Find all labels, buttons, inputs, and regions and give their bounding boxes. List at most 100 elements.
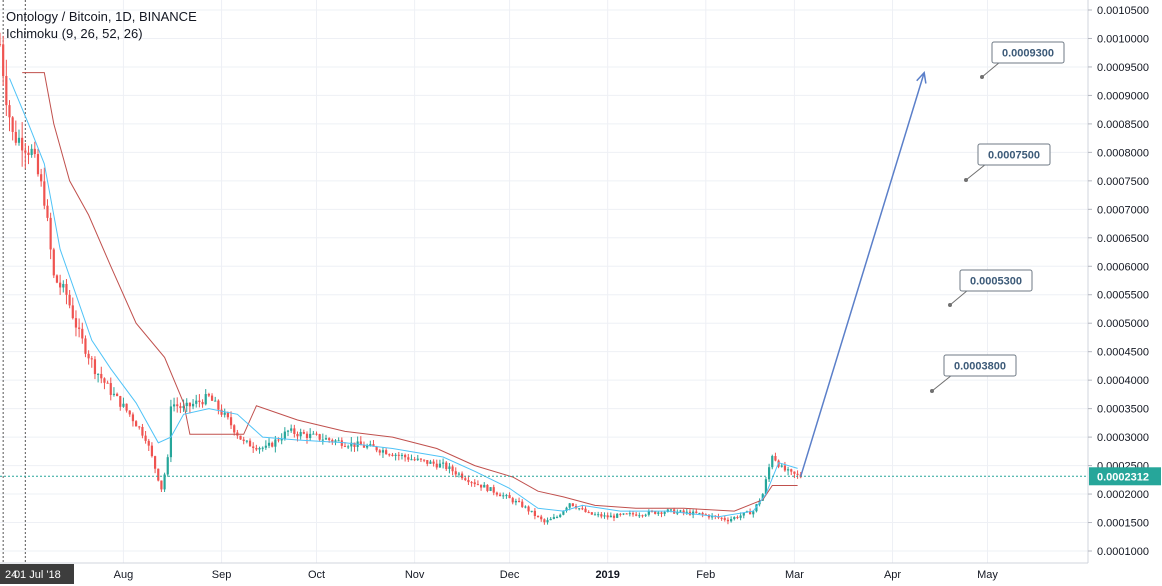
current-price-tag: 0.0002312	[1089, 467, 1161, 486]
y-tick-label: 0.0008500	[1097, 119, 1149, 131]
y-tick-label: 0.0004500	[1097, 347, 1149, 359]
candle-body	[328, 438, 331, 440]
candle-body	[163, 474, 166, 490]
candle-body	[492, 487, 495, 493]
candle-body	[315, 433, 318, 435]
candle-body	[122, 403, 125, 407]
target-callout[interactable]: 0.0007500	[964, 143, 1051, 182]
candle-body	[600, 514, 603, 517]
plot-background	[0, 0, 1088, 563]
candle-body	[445, 462, 448, 470]
candle-body	[81, 328, 84, 339]
candle-body	[141, 426, 144, 436]
candle-body	[565, 507, 568, 511]
date-tag-label: 01 Jul '18	[14, 569, 61, 581]
candle-body	[14, 131, 17, 143]
candle-body	[103, 378, 106, 383]
candle-body	[752, 511, 755, 515]
target-callout[interactable]: 0.0003800	[930, 354, 1017, 393]
candle-body	[233, 425, 236, 433]
x-tick-label: Nov	[405, 569, 425, 581]
target-callouts[interactable]: 0.0009300 0.0007500 0.0005300 0.0003800	[930, 41, 1065, 393]
projection-arrow[interactable]	[800, 72, 925, 477]
candle-body	[562, 510, 565, 515]
candle-body	[546, 520, 549, 523]
candle-body	[416, 458, 419, 460]
callout-pointer	[931, 374, 953, 392]
candle-body	[160, 480, 163, 490]
candle-body	[242, 439, 245, 442]
y-tick-label: 0.0008000	[1097, 147, 1149, 159]
callout-anchor	[980, 75, 984, 79]
candle-body	[150, 445, 154, 457]
candle-body	[429, 461, 432, 464]
candle-body	[476, 484, 480, 486]
candle-body	[204, 394, 207, 405]
candle-body	[726, 519, 730, 522]
candle-body	[36, 154, 40, 175]
candle-body	[87, 353, 90, 359]
y-tick-label: 0.0010500	[1097, 5, 1149, 17]
candle-body	[305, 433, 309, 438]
candle-body	[695, 511, 698, 513]
candle-body	[650, 511, 654, 513]
target-callout[interactable]: 0.0005300	[948, 269, 1033, 307]
candle-body	[631, 513, 635, 515]
callout-label: 0.0005300	[970, 276, 1022, 288]
candle-body	[635, 514, 638, 516]
callout-anchor	[964, 178, 968, 182]
candle-body	[11, 117, 14, 132]
candle-body	[464, 478, 467, 480]
candle-body	[347, 446, 350, 448]
candle-body	[780, 465, 783, 467]
candle-body	[179, 406, 182, 408]
price-tag-label: 0.0002312	[1097, 471, 1149, 483]
grid	[0, 0, 1088, 563]
candle-body	[467, 479, 470, 483]
candle-body	[435, 463, 438, 468]
callout-pointer	[965, 163, 987, 181]
candle-body	[543, 519, 546, 523]
candle-body	[21, 137, 24, 151]
candle-body	[261, 447, 264, 449]
callout-box	[977, 143, 1051, 166]
candle-body	[239, 435, 242, 440]
price-axis[interactable]: 0.0010500 0.0010000 0.0009500 0.0009000 0.00…	[1087, 0, 1149, 563]
candle-body	[442, 462, 445, 464]
candle-body	[331, 439, 334, 442]
target-callout[interactable]: 0.0009300	[980, 41, 1065, 79]
candle-body	[74, 318, 78, 328]
candle-body	[625, 513, 628, 515]
candle-body	[40, 174, 43, 182]
symbol-title[interactable]: Ontology / Bitcoin, 1D, BINANCE	[6, 9, 197, 24]
candle-body	[169, 406, 173, 458]
candle-body	[739, 515, 742, 518]
candle-body	[214, 400, 217, 402]
candle-body	[404, 454, 407, 458]
candle-body	[720, 517, 723, 519]
candle-body	[644, 514, 647, 516]
candle-body	[410, 459, 413, 461]
candle-body	[106, 382, 109, 384]
candle-body	[559, 514, 562, 517]
indicator-label[interactable]: Ichimoku (9, 26, 52, 26)	[6, 26, 143, 41]
candles	[0, 32, 802, 525]
callout-anchor	[948, 303, 952, 307]
chart-legend: Ontology / Bitcoin, 1D, BINANCE Ichimoku…	[6, 8, 197, 42]
candle-body	[498, 494, 502, 497]
candle-body	[511, 498, 514, 503]
candle-body	[682, 510, 685, 513]
candle-body	[62, 283, 65, 288]
candle-body	[84, 338, 87, 354]
y-tick-label: 0.0002000	[1097, 489, 1149, 501]
y-tick-label: 0.0006000	[1097, 261, 1149, 273]
callout-anchor	[930, 389, 934, 393]
candle-body	[296, 433, 299, 437]
candle-body	[210, 395, 214, 401]
candle-body	[552, 517, 555, 519]
candle-body	[790, 469, 793, 472]
candle-body	[125, 403, 128, 411]
candle-body	[549, 518, 552, 521]
